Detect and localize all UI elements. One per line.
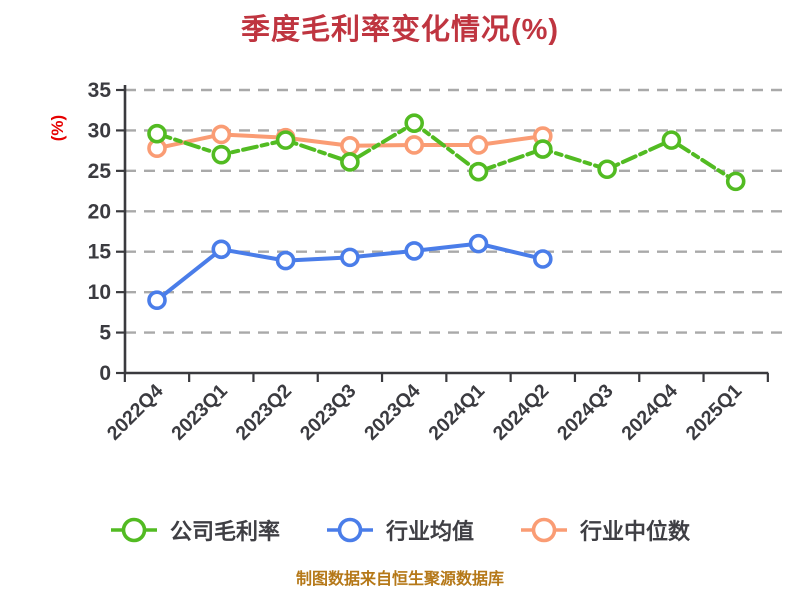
legend-label-industry-mean: 行业均值 <box>385 519 474 544</box>
legend-marker-industry-mean <box>326 517 373 543</box>
legend-item-industry-median: 行业中位数 <box>520 514 690 546</box>
x-tick-label-2024Q1: 2024Q1 <box>424 380 489 445</box>
legend-marker-company-gross-margin <box>110 517 157 543</box>
data-point-industry-median <box>340 135 360 156</box>
data-point-industry-mean <box>532 249 553 269</box>
y-tick-label: 10 <box>88 281 111 304</box>
y-tick-label: 20 <box>88 200 111 223</box>
chart-title: 季度毛利率变化情况(%) <box>240 14 560 46</box>
y-tick-label: 35 <box>88 79 112 102</box>
legend-label-company-gross-margin: 公司毛利率 <box>169 519 280 544</box>
data-point-industry-mean <box>147 290 167 311</box>
data-point-company-gross-margin <box>532 139 553 159</box>
x-tick-label-2022Q4: 2022Q4 <box>103 380 168 445</box>
x-tick-label-2025Q1: 2025Q1 <box>682 380 747 445</box>
data-point-company-gross-margin <box>725 171 746 192</box>
data-point-industry-mean <box>468 233 489 254</box>
y-tick-label: 30 <box>88 119 111 142</box>
legend: 公司毛利率 行业均值 行业中位数 <box>0 514 800 546</box>
data-point-company-gross-margin <box>147 123 167 144</box>
data-point-company-gross-margin <box>275 130 296 150</box>
x-tick-label-2024Q3: 2024Q3 <box>553 380 618 445</box>
x-tick-label-2023Q3: 2023Q3 <box>296 380 361 445</box>
legend-marker-industry-median <box>521 517 567 543</box>
data-point-industry-mean <box>211 239 232 260</box>
data-point-industry-mean <box>404 241 425 261</box>
data-point-company-gross-margin <box>404 113 425 133</box>
legend-label-industry-median: 行业中位数 <box>580 519 691 544</box>
x-tick-label-2024Q4: 2024Q4 <box>617 380 682 445</box>
y-tick-label: 15 <box>88 241 112 264</box>
data-point-company-gross-margin <box>597 159 617 180</box>
y-tick-label: 25 <box>88 160 112 183</box>
x-tick-label-2023Q2: 2023Q2 <box>232 380 297 445</box>
legend-item-industry-mean: 行业均值 <box>326 514 474 546</box>
data-point-industry-mean <box>275 250 296 271</box>
data-point-industry-mean <box>340 247 360 268</box>
data-point-company-gross-margin <box>340 152 360 172</box>
x-tick-label-2023Q4: 2023Q4 <box>360 380 425 445</box>
x-tick-label-2023Q1: 2023Q1 <box>167 380 232 445</box>
y-tick-label: 5 <box>99 322 111 345</box>
data-point-industry-median <box>404 135 425 155</box>
data-point-industry-median <box>211 124 232 145</box>
data-point-industry-median <box>468 135 489 155</box>
data-point-company-gross-margin <box>468 161 489 182</box>
footer-note: 制图数据来自恒生聚源数据库 <box>295 571 504 588</box>
legend-item-company-gross-margin: 公司毛利率 <box>110 514 280 546</box>
data-point-company-gross-margin <box>211 144 232 165</box>
series-line-company-gross-margin <box>155 121 738 184</box>
data-point-company-gross-margin <box>661 130 682 150</box>
x-tick-label-2024Q2: 2024Q2 <box>489 380 554 445</box>
y-tick-label: 0 <box>99 362 111 385</box>
